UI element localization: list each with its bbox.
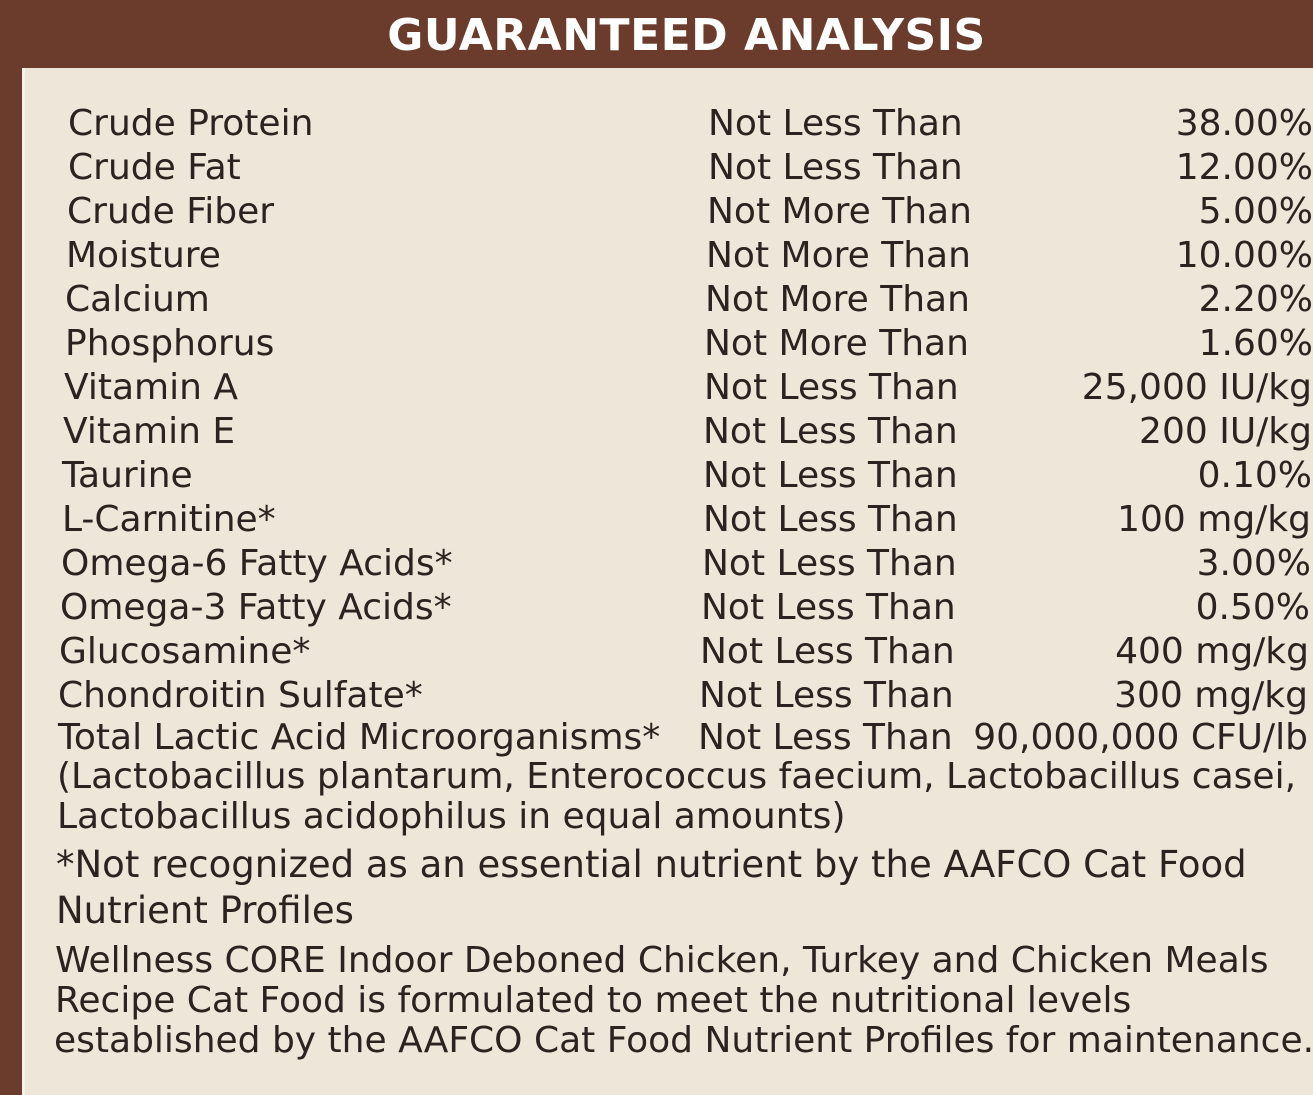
analysis-row: Vitamin E Not Less Than 200 IU/kg (63, 410, 1312, 454)
nutrient-name: Total Lactic Acid Microorganisms* (58, 717, 661, 758)
nutrient-qualifier: Not Less Than (700, 631, 955, 672)
nutrient-qualifier: Not Less Than (708, 147, 963, 188)
nutrient-value: 300 mg/kg (1114, 675, 1308, 716)
nutrient-name: Crude Fat (68, 147, 241, 188)
analysis-row: Omega-6 Fatty Acids* Not Less Than 3.00% (61, 542, 1311, 586)
nutrient-value: 1.60% (1198, 323, 1313, 364)
footnote-line: Nutrient Profiles (56, 889, 354, 932)
left-border-highlight (22, 68, 25, 1095)
nutrient-qualifier: Not More Than (704, 323, 969, 364)
nutrient-qualifier: Not Less Than (704, 367, 959, 408)
nutrient-name: Taurine (62, 455, 193, 496)
nutrient-name: Vitamin E (63, 411, 236, 452)
analysis-row: Crude Protein Not Less Than 38.00% (68, 102, 1313, 146)
analysis-row: Phosphorus Not More Than 1.60% (65, 322, 1313, 366)
nutrient-name: Calcium (65, 279, 210, 320)
nutrient-qualifier: Not More Than (705, 279, 970, 320)
nutrient-value: 38.00% (1175, 103, 1313, 144)
nutrient-qualifier: Not Less Than (698, 717, 953, 758)
analysis-row: Taurine Not Less Than 0.10% (62, 454, 1312, 498)
nutrient-value: 90,000,000 CFU/lb (973, 717, 1308, 758)
nutrient-name: Glucosamine* (59, 631, 311, 672)
footnote-line: *Not recognized as an essential nutrient… (56, 843, 1247, 886)
nutrient-name: Crude Fiber (67, 191, 275, 232)
statement-line: Recipe Cat Food is formulated to meet th… (55, 980, 1132, 1021)
nutrient-qualifier: Not Less Than (703, 499, 958, 540)
nutrient-value: 400 mg/kg (1115, 631, 1309, 672)
nutrient-name: L-Carnitine* (62, 499, 276, 540)
nutrient-qualifier: Not Less Than (708, 103, 963, 144)
nutrient-name: Omega-3 Fatty Acids* (60, 587, 452, 628)
nutrient-value: 25,000 IU/kg (1081, 367, 1312, 408)
nutrient-value: 3.00% (1196, 543, 1311, 584)
nutrient-name: Vitamin A (64, 367, 238, 408)
nutrient-value: 5.00% (1198, 191, 1313, 232)
nutrient-value: 2.20% (1198, 279, 1313, 320)
nutrient-name: Moisture (66, 235, 221, 276)
nutrient-value: 10.00% (1175, 235, 1313, 276)
nutrient-qualifier: Not More Than (707, 191, 972, 232)
nutrient-value: 200 IU/kg (1139, 411, 1312, 452)
organisms-note-line: (Lactobacillus plantarum, Enterococcus f… (57, 756, 1297, 797)
nutrient-qualifier: Not Less Than (703, 411, 958, 452)
nutrient-qualifier: Not Less Than (702, 543, 957, 584)
nutrient-qualifier: Not More Than (706, 235, 971, 276)
organisms-note-line: Lactobacillus acidophilus in equal amoun… (57, 796, 846, 837)
nutrient-name: Phosphorus (65, 323, 275, 364)
nutrient-name: Omega-6 Fatty Acids* (61, 543, 453, 584)
analysis-row: Moisture Not More Than 10.00% (66, 234, 1313, 278)
nutrient-value: 0.10% (1197, 455, 1312, 496)
left-border (0, 68, 22, 1095)
page-title: GUARANTEED ANALYSIS (387, 9, 986, 61)
statement-line: Wellness CORE Indoor Deboned Chicken, Tu… (55, 940, 1269, 981)
analysis-row: Omega-3 Fatty Acids* Not Less Than 0.50% (60, 586, 1310, 630)
nutrient-value: 0.50% (1195, 587, 1310, 628)
analysis-row: Vitamin A Not Less Than 25,000 IU/kg (64, 366, 1312, 410)
nutrient-value: 100 mg/kg (1117, 499, 1311, 540)
nutrient-qualifier: Not Less Than (699, 675, 954, 716)
analysis-row: Chondroitin Sulfate* Not Less Than 300 m… (58, 674, 1308, 718)
analysis-row: L-Carnitine* Not Less Than 100 mg/kg (62, 498, 1311, 542)
nutrient-qualifier: Not Less Than (701, 587, 956, 628)
analysis-row: Calcium Not More Than 2.20% (65, 278, 1313, 322)
analysis-row: Glucosamine* Not Less Than 400 mg/kg (59, 630, 1309, 674)
analysis-header: GUARANTEED ANALYSIS (0, 0, 1313, 68)
analysis-row: Crude Fat Not Less Than 12.00% (68, 146, 1313, 190)
nutrient-value: 12.00% (1175, 147, 1313, 188)
nutrient-qualifier: Not Less Than (703, 455, 958, 496)
analysis-row: Crude Fiber Not More Than 5.00% (67, 190, 1313, 234)
nutrient-name: Crude Protein (68, 103, 314, 144)
analysis-row: Total Lactic Acid Microorganisms* Not Le… (58, 716, 1308, 760)
statement-line: established by the AAFCO Cat Food Nutrie… (54, 1020, 1313, 1061)
nutrient-name: Chondroitin Sulfate* (58, 675, 423, 716)
